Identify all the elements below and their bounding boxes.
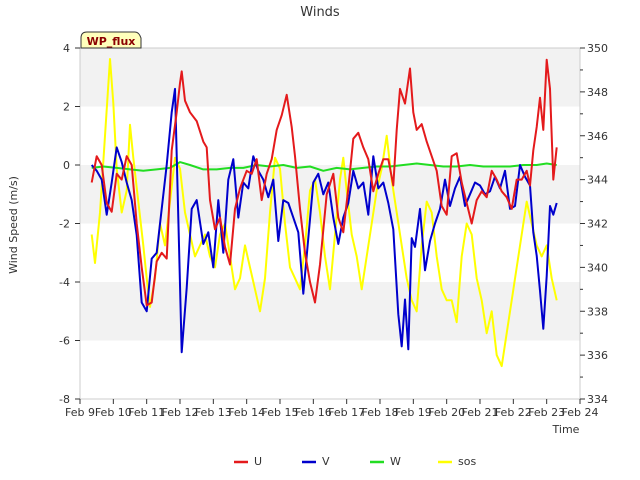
- legend-label: U: [254, 455, 262, 468]
- x-tick-label: Feb 10: [95, 406, 132, 419]
- legend-item-v: V: [302, 455, 330, 468]
- y2-tick-label: 336: [587, 349, 608, 362]
- legend-label: W: [390, 455, 401, 468]
- series-layer: [90, 58, 558, 368]
- x-tick-label: Feb 20: [428, 406, 465, 419]
- y-tick-label: -2: [59, 218, 70, 231]
- y2-tick-label: 344: [587, 174, 608, 187]
- x-tick-label: Feb 16: [295, 406, 332, 419]
- y-tick-label: -4: [59, 276, 70, 289]
- x-axis-label: Time: [552, 423, 580, 436]
- y-tick-label: 2: [63, 101, 70, 114]
- y-tick-label: 4: [63, 42, 70, 55]
- y2-tick-label: 334: [587, 393, 608, 406]
- background-band: [80, 106, 580, 165]
- y2-tick-label: 348: [587, 86, 608, 99]
- x-tick-label: Feb 22: [495, 406, 532, 419]
- plot-background-bands: [80, 48, 580, 399]
- y-tick-label: 0: [63, 159, 70, 172]
- y2-tick-label: 342: [587, 218, 608, 231]
- legend-label: sos: [458, 455, 476, 468]
- legend-label: V: [322, 455, 330, 468]
- x-tick-label: Feb 14: [228, 406, 265, 419]
- x-tick-label: Feb 18: [362, 406, 399, 419]
- background-band: [80, 282, 580, 341]
- wp-flux-badge: WP_flux: [80, 31, 142, 49]
- y2-tick-label: 346: [587, 130, 608, 143]
- chart-title: Winds: [300, 5, 340, 20]
- y-axis-label: Wind Speed (m/s): [7, 176, 20, 274]
- y-tick-label: -8: [59, 393, 70, 406]
- background-band: [80, 48, 580, 107]
- x-tick-label: Feb 23: [528, 406, 565, 419]
- background-band: [80, 223, 580, 282]
- legend-item-w: W: [370, 455, 401, 468]
- legend-item-sos: sos: [438, 455, 476, 468]
- y2-tick-label: 340: [587, 261, 608, 274]
- series-line-u: [90, 58, 558, 307]
- x-tick-label: Feb 19: [395, 406, 432, 419]
- x-tick-label: Feb 24: [562, 406, 599, 419]
- x-tick-label: Feb 11: [128, 406, 165, 419]
- x-tick-label: Feb 15: [262, 406, 299, 419]
- legend-item-u: U: [234, 455, 262, 468]
- y2-tick-label: 350: [587, 42, 608, 55]
- x-tick-label: Feb 21: [462, 406, 499, 419]
- x-tick-label: Feb 9: [65, 406, 95, 419]
- x-tick-label: Feb 13: [195, 406, 232, 419]
- badge-label: WP_flux: [87, 35, 136, 48]
- badge-shape: [80, 31, 142, 49]
- y2-axis-ticks: 334 336 338 340 342 344 346 348 350: [580, 42, 608, 406]
- y-axis-ticks: -8 -6 -4 -2 0 2 4: [59, 42, 80, 406]
- y-tick-label: -6: [59, 335, 70, 348]
- y2-tick-label: 338: [587, 305, 608, 318]
- x-tick-label: Feb 12: [162, 406, 199, 419]
- x-tick-label: Feb 17: [328, 406, 365, 419]
